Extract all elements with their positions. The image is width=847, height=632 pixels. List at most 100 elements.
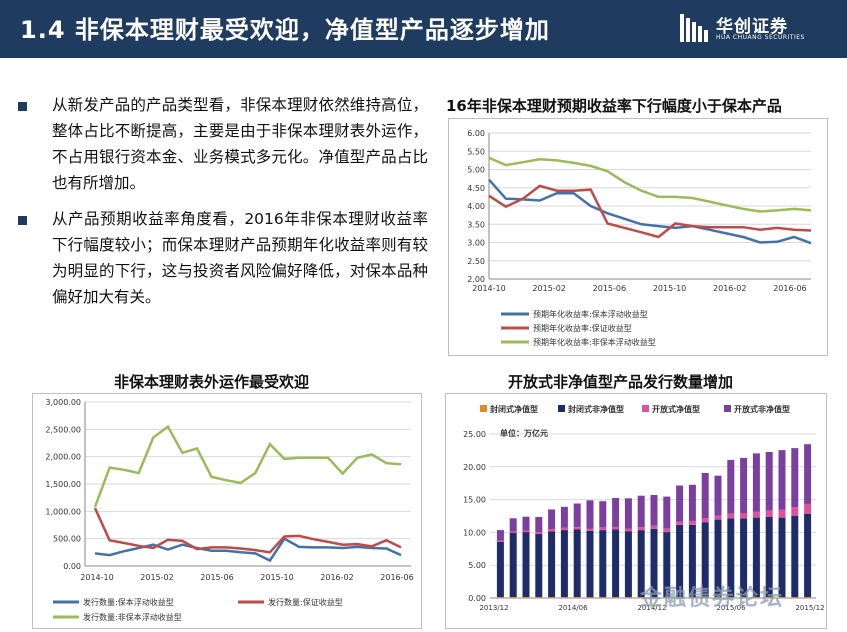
- x-tick-label: 2013/12: [479, 604, 508, 612]
- y-tick-label: 2,000.00: [45, 453, 81, 462]
- bullet-item: 从新发产品的产品类型看，非保本理财依然维持高位，整体占比不断提高，主要是由于非保…: [18, 92, 428, 196]
- x-tick-label: 2014-10: [472, 284, 505, 293]
- x-tick-label: 2015-10: [260, 573, 293, 582]
- y-tick-label: 20.00: [463, 463, 486, 472]
- bar-segment: [765, 452, 773, 511]
- bar-segment: [663, 532, 671, 597]
- y-tick-label: 3,000.00: [45, 398, 81, 407]
- bar-segment: [573, 529, 581, 597]
- legend-label: 预期年化收益率:非保本浮动收益型: [533, 337, 656, 347]
- y-tick-label: 6.00: [467, 129, 485, 138]
- series-line: [93, 507, 402, 554]
- bar-segment: [624, 597, 632, 598]
- legend-label: 开放式净值型: [652, 404, 700, 414]
- bar-segment: [714, 597, 722, 598]
- bar-segment: [522, 530, 530, 532]
- y-tick-label: 0.00: [468, 594, 486, 603]
- bar-segment: [740, 518, 748, 597]
- bar-segment: [791, 448, 799, 508]
- bar-segment: [637, 597, 645, 598]
- bar-segment: [663, 528, 671, 533]
- bar-segment: [637, 527, 645, 531]
- bar-segment: [548, 509, 556, 530]
- bar-segment: [509, 518, 517, 532]
- legend-swatch: [724, 405, 731, 412]
- chart-title-issuance: 非保本理财表外运作最受欢迎: [114, 373, 310, 391]
- bar-segment: [509, 532, 517, 597]
- y-tick-label: 3.50: [467, 220, 485, 229]
- bar-segment: [701, 522, 709, 597]
- bar-segment: [701, 473, 709, 519]
- bar-segment: [778, 450, 786, 510]
- bar-segment: [496, 597, 504, 598]
- x-tick-label: 2016-06: [380, 573, 413, 582]
- bar-segment: [714, 515, 722, 520]
- x-tick-label: 2014/12: [637, 604, 666, 612]
- y-tick-label: 5.00: [468, 561, 486, 570]
- company-logo-icon: [680, 14, 708, 42]
- legend-label: 发行数量:非保本浮动收益型: [83, 612, 182, 622]
- bar-segment: [612, 597, 620, 598]
- bar-segment: [778, 597, 786, 598]
- chart-issuance-frame: 0.00 500.00 1,000.00 1,500.00 2,000.00 2,500.…: [32, 393, 422, 629]
- bar-segment: [548, 529, 556, 532]
- bar-segment: [740, 457, 748, 513]
- legend-swatch: [558, 405, 565, 412]
- bar-segment: [727, 459, 735, 514]
- unit-label: 单位：万亿元: [500, 428, 548, 438]
- bar-segment: [548, 597, 556, 598]
- bar-segment: [624, 528, 632, 532]
- chart-scale: 0.00 5.00 10.00 15.00 20.00 25.00 单位：万亿元 2013/1…: [463, 404, 824, 612]
- y-tick-label: 15.00: [463, 496, 486, 505]
- legend-label: 封闭式净值型: [490, 404, 538, 414]
- bar-segment: [714, 475, 722, 516]
- bar-segment: [676, 597, 684, 598]
- bullet-item: 从产品预期收益率角度看，2016年非保本理财收益率下行幅度较小；而保本理财产品预…: [18, 206, 428, 310]
- bar-segment: [509, 531, 517, 533]
- y-tick-label: 1,500.00: [45, 480, 81, 489]
- y-tick-label: 10.00: [463, 528, 486, 537]
- bar-segment: [688, 484, 696, 521]
- logo-text: 华创证券: [716, 17, 788, 37]
- bar-segment: [586, 530, 594, 598]
- y-tick-label: 5.00: [467, 166, 485, 175]
- legend-swatch: [642, 405, 649, 412]
- y-tick-label: 5.50: [467, 147, 485, 156]
- bar-segment: [791, 597, 799, 598]
- bar-segment: [752, 597, 760, 598]
- bar-segment: [688, 597, 696, 598]
- series-line: [488, 156, 812, 213]
- legend-label: 预期年化收益率:保本浮动收益型: [533, 309, 648, 319]
- bar-segment: [599, 501, 607, 528]
- legend-label: 预期年化收益率:保证收益型: [533, 323, 632, 333]
- chart-title-scale: 开放式非净值型产品发行数量增加: [508, 373, 734, 391]
- y-tick-label: 2.00: [467, 275, 485, 284]
- bullet-text: 从新发产品的产品类型看，非保本理财依然维持高位，整体占比不断提高，主要是由于非保…: [52, 96, 428, 192]
- series-line: [488, 184, 812, 239]
- bar-segment: [676, 485, 684, 522]
- series-line: [93, 424, 402, 508]
- x-tick-label: 2016-02: [320, 573, 353, 582]
- bar-segment: [752, 517, 760, 597]
- x-tick-label: 2016-02: [713, 284, 746, 293]
- bar-segment: [650, 597, 658, 598]
- bar-segment: [573, 597, 581, 598]
- slide-header: 1.4 非保本理财最受欢迎，净值型产品逐步增加 华创证券 HUA CHUANG …: [0, 0, 847, 58]
- bar-segment: [804, 597, 812, 598]
- bar-segment: [804, 513, 812, 597]
- bullet-list: 从新发产品的产品类型看，非保本理财依然维持高位，整体占比不断提高，主要是由于非保…: [18, 92, 428, 320]
- bar-segment: [791, 507, 799, 516]
- chart-yield-frame: 2.00 2.50 3.00 3.50 4.00 4.50 5.00 5.50 6.00 2014…: [448, 118, 828, 356]
- bar-segment: [701, 518, 709, 523]
- x-tick-label: 2015/12: [795, 604, 824, 612]
- bar-segment: [612, 498, 620, 527]
- bar-segment: [573, 527, 581, 530]
- bar-segment: [791, 515, 799, 597]
- x-tick-label: 2016-06: [773, 284, 806, 293]
- legend-label: 开放式非净值型: [734, 404, 790, 414]
- bar-segment: [752, 511, 760, 518]
- bar-segment: [535, 517, 543, 533]
- bar-segment: [701, 597, 709, 598]
- bar-segment: [676, 521, 684, 525]
- y-tick-label: 25.00: [463, 430, 486, 439]
